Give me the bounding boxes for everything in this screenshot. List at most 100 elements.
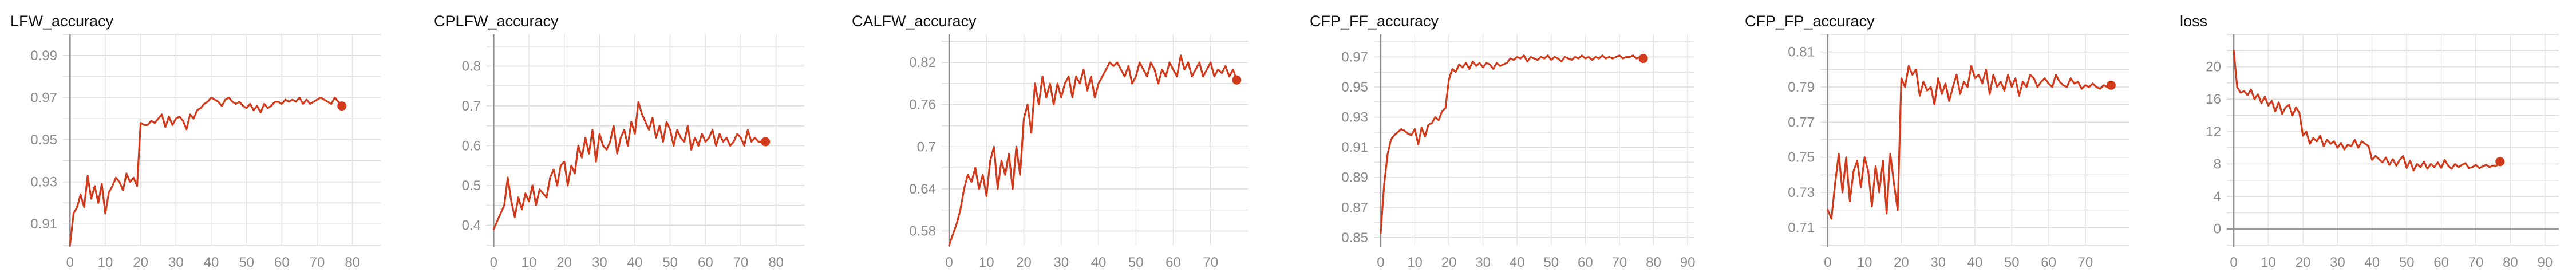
x-tick-label: 40 xyxy=(2364,255,2380,270)
series-line xyxy=(1380,54,1645,234)
chart-title: CFP_FP_accuracy xyxy=(1745,13,1875,30)
series-line xyxy=(1827,65,2112,220)
x-tick-label: 30 xyxy=(1930,255,1946,270)
x-tick-label: 90 xyxy=(2537,255,2553,270)
chart-panel: CPLFW_accuracy 0.4 0.5 0.6 0.7 0.8 0 10 20 30 40 50… xyxy=(424,0,847,276)
y-tick-label: 0.76 xyxy=(909,97,936,113)
x-tick-label: 70 xyxy=(733,255,749,270)
x-tick-label: 10 xyxy=(1407,255,1423,270)
x-tick-label: 60 xyxy=(274,255,290,270)
x-tick-label: 40 xyxy=(627,255,643,270)
x-tick-label: 60 xyxy=(2041,255,2056,270)
y-tick-label: 16 xyxy=(2206,92,2221,107)
x-tick-label: 10 xyxy=(1857,255,1872,270)
x-tick-label: 0 xyxy=(945,255,953,270)
x-tick-label: 30 xyxy=(592,255,607,270)
last-point-marker xyxy=(2495,157,2505,167)
y-tick-label: 0.93 xyxy=(1341,110,1368,125)
x-tick-label: 50 xyxy=(2399,255,2415,270)
x-tick-label: 20 xyxy=(1016,255,1032,270)
x-tick-label: 60 xyxy=(1165,255,1181,270)
last-point-marker xyxy=(2106,80,2116,90)
y-tick-label: 0.95 xyxy=(30,132,57,148)
x-tick-label: 70 xyxy=(1612,255,1627,270)
x-tick-label: 60 xyxy=(2433,255,2449,270)
x-tick-label: 80 xyxy=(1646,255,1661,270)
y-tick-label: 12 xyxy=(2206,124,2221,140)
y-tick-label: 0.8 xyxy=(462,59,481,74)
y-tick-label: 0.91 xyxy=(30,216,57,232)
x-tick-label: 30 xyxy=(1053,255,1069,270)
chart-svg: 0.91 0.93 0.95 0.97 0.99 0 10 20 30 40 50 60 70 80 xyxy=(30,34,381,270)
x-tick-label: 0 xyxy=(2230,255,2237,270)
y-tick-label: 4 xyxy=(2214,189,2221,204)
y-tick-label: 0.85 xyxy=(1341,230,1368,246)
x-tick-label: 10 xyxy=(98,255,113,270)
x-tick-label: 10 xyxy=(521,255,537,270)
x-tick-label: 40 xyxy=(1967,255,1983,270)
y-tick-label: 0.58 xyxy=(909,223,936,239)
y-tick-label: 0.97 xyxy=(30,90,57,105)
chart-title: CFP_FF_accuracy xyxy=(1310,13,1439,30)
x-tick-label: 10 xyxy=(2261,255,2276,270)
y-tick-label: 0.6 xyxy=(462,138,481,153)
y-tick-label: 0.7 xyxy=(462,98,481,114)
x-tick-label: 70 xyxy=(2078,255,2093,270)
x-tick-label: 80 xyxy=(345,255,360,270)
y-tick-label: 0.87 xyxy=(1341,200,1368,215)
y-tick-label: 0.71 xyxy=(1788,220,1815,235)
chart-panel: LFW_accuracy 0.91 0.93 0.95 0.97 0.99 0 10 20 30 4… xyxy=(0,0,424,276)
series-line xyxy=(492,101,767,230)
last-point-marker xyxy=(761,137,771,147)
chart-svg: 0 4 8 12 16 20 0 10 20 30 40 50 60 70 80 90 xyxy=(2206,34,2559,270)
x-tick-label: 20 xyxy=(2296,255,2311,270)
y-tick-label: 0.5 xyxy=(462,178,481,194)
series-line xyxy=(948,54,1238,246)
y-tick-label: 0 xyxy=(2214,222,2221,237)
y-tick-label: 0.79 xyxy=(1788,80,1815,95)
x-tick-label: 10 xyxy=(979,255,994,270)
x-tick-label: 50 xyxy=(239,255,254,270)
x-tick-label: 30 xyxy=(1475,255,1491,270)
x-tick-label: 70 xyxy=(2468,255,2484,270)
chart-title: CALFW_accuracy xyxy=(852,13,977,30)
chart-panel: CFP_FF_accuracy 0.85 0.87 0.89 0.91 0.93 0.95 0… xyxy=(1299,0,1735,276)
chart-title: loss xyxy=(2180,13,2208,30)
x-tick-label: 40 xyxy=(204,255,219,270)
last-point-marker xyxy=(337,101,347,111)
y-tick-label: 0.95 xyxy=(1341,80,1368,95)
x-tick-label: 30 xyxy=(168,255,184,270)
y-tick-label: 0.93 xyxy=(30,175,57,190)
x-tick-label: 60 xyxy=(1578,255,1593,270)
series-line xyxy=(69,96,343,246)
y-tick-label: 0.91 xyxy=(1341,140,1368,155)
x-tick-label: 90 xyxy=(1680,255,1696,270)
x-tick-label: 60 xyxy=(698,255,713,270)
last-point-marker xyxy=(1232,75,1242,85)
x-tick-label: 0 xyxy=(1377,255,1384,270)
series-line xyxy=(2233,49,2501,172)
y-tick-label: 20 xyxy=(2206,60,2221,75)
y-tick-label: 0.77 xyxy=(1788,115,1815,130)
chart-svg: 0.85 0.87 0.89 0.91 0.93 0.95 0.97 0 10 20 30 40 50 6… xyxy=(1341,34,1696,270)
chart-panel: CFP_FP_accuracy 0.71 0.73 0.75 0.77 0.79 0.81 0… xyxy=(1735,0,2170,276)
x-tick-label: 0 xyxy=(490,255,497,270)
chart-svg: 0.71 0.73 0.75 0.77 0.79 0.81 0 10 20 30 40 50 60 70 xyxy=(1788,34,2129,270)
x-tick-label: 30 xyxy=(2330,255,2345,270)
x-tick-label: 80 xyxy=(768,255,784,270)
chart-title: LFW_accuracy xyxy=(10,13,114,30)
y-tick-label: 0.97 xyxy=(1341,49,1368,65)
x-tick-label: 50 xyxy=(2004,255,2020,270)
chart-svg: 0.58 0.64 0.7 0.76 0.82 0 10 20 30 40 50 60 70 xyxy=(909,34,1248,270)
y-tick-label: 0.73 xyxy=(1788,185,1815,200)
x-tick-label: 0 xyxy=(1824,255,1831,270)
chart-panel: CALFW_accuracy 0.58 0.64 0.7 0.76 0.82 0 10 20 30… xyxy=(847,0,1299,276)
x-tick-label: 20 xyxy=(1441,255,1457,270)
x-tick-label: 0 xyxy=(66,255,74,270)
x-tick-label: 40 xyxy=(1510,255,1525,270)
y-tick-label: 0.81 xyxy=(1788,45,1815,60)
x-tick-label: 70 xyxy=(310,255,325,270)
x-tick-label: 50 xyxy=(1543,255,1559,270)
last-point-marker xyxy=(1638,54,1648,64)
y-tick-label: 0.7 xyxy=(917,139,936,155)
